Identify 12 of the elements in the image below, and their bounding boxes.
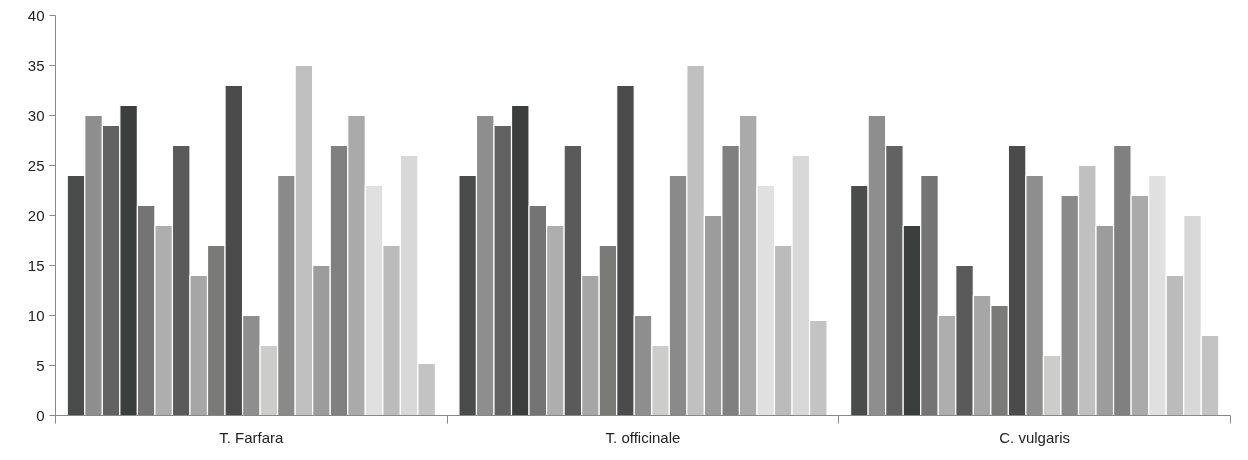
x-tick-label: C. vulgaris: [999, 428, 1071, 446]
y-tick-label: 40: [27, 6, 45, 24]
y-tick-label: 15: [27, 256, 45, 274]
y-tick-label: 35: [27, 56, 45, 74]
y-tick-label: 10: [27, 306, 45, 324]
y-tick-label: 0: [36, 406, 45, 424]
y-tick-label: 20: [27, 206, 45, 224]
y-tick-label: 25: [27, 156, 45, 174]
y-tick-label: 30: [27, 106, 45, 124]
y-tick-label: 5: [36, 356, 45, 374]
x-tick-label: T. Farfara: [219, 428, 285, 446]
x-tick-label: T. officinale: [605, 428, 681, 446]
